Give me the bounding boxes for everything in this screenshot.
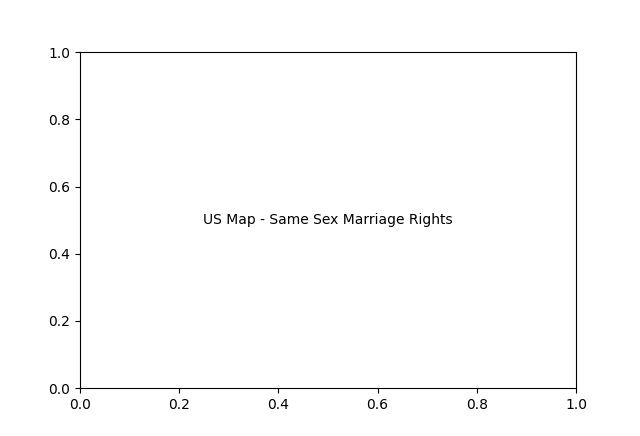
Text: US Map - Same Sex Marriage Rights: US Map - Same Sex Marriage Rights — [203, 213, 453, 227]
